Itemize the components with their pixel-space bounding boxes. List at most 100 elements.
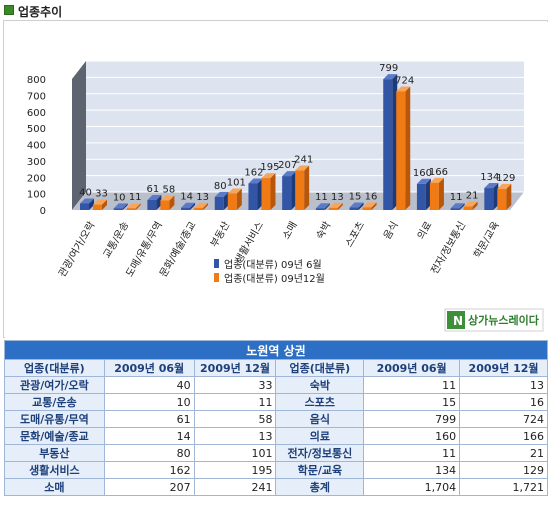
bar [113,203,128,210]
data-label: 80 [214,181,227,192]
bar [282,171,297,210]
data-label: 101 [227,177,246,188]
column-header: 2009년 06월 [103,359,195,377]
logo-mark-icon [447,311,465,329]
table-value-cell: 13 [193,427,277,445]
table-value-cell: 58 [193,410,277,428]
table-value-cell: 21 [459,444,548,462]
bar [194,202,209,210]
legend-swatch [214,273,219,282]
data-label: 134 [480,172,499,183]
table-value-cell: 129 [459,461,548,479]
data-label: 195 [260,162,279,173]
table-row: 도매/유통/무역 61 58 음식 799 724 [4,410,548,428]
table-category-cell: 문화/예술/종교 [4,427,105,445]
table-value-cell: 241 [193,478,277,496]
table-category-cell: 전자/정보통신 [275,444,365,462]
table-value-cell: 799 [363,410,461,428]
legend-label: 업종(대분류) 09년12월 [224,272,325,285]
section-bullet-icon [4,5,14,15]
table-value-cell: 11 [363,376,461,394]
data-table: 노원역 상권 업종(대분류) 2009년 06월 2009년 12월 업종(대분… [4,340,548,496]
data-label: 10 [113,192,126,203]
table-category-cell: 소매 [4,478,105,496]
column-header: 2009년 12월 [459,359,548,377]
column-header: 2009년 12월 [193,359,277,377]
table-header-row: 업종(대분류) 2009년 06월 2009년 12월 업종(대분류) 2009… [4,359,548,377]
y-tick-label: 100 [27,190,46,201]
bar [80,198,94,210]
table-value-cell: 33 [193,376,277,394]
bar [248,178,263,210]
table-row: 부동산 80 101 전자/정보통신 11 21 [4,444,548,462]
table-value-cell: 207 [103,478,195,496]
chart-panel: 0 100 200 300 400 500 600 700 800 40 33 관광/여가/오락 10 1… [3,20,548,338]
bar [295,165,310,210]
table-value-cell: 15 [363,393,461,411]
bar [484,183,499,210]
data-label: 58 [163,185,176,196]
data-label: 11 [315,192,328,203]
data-label: 11 [450,192,463,203]
table-value-cell: 11 [363,444,461,462]
data-label: 33 [95,189,108,200]
data-label: 166 [429,167,448,178]
table-value-cell: 195 [193,461,277,479]
table-value-cell: 162 [103,461,195,479]
column-header: 업종(대분류) [4,359,105,377]
table-category-cell: 생활서비스 [4,461,105,479]
plot-left-wall [72,61,86,210]
bar [126,203,141,210]
table-row: 생활서비스 162 195 학문/교육 134 129 [4,461,548,479]
table-value-cell: 40 [103,376,195,394]
data-label: 162 [244,167,263,178]
bar [383,74,398,210]
bar [463,201,478,210]
table-value-cell: 13 [459,376,548,394]
table-value-cell: 14 [103,427,195,445]
table-value-cell: 80 [103,444,195,462]
legend-swatch [214,259,219,268]
logo-box [444,308,544,332]
bar [261,173,276,210]
bar [396,86,411,210]
table-category-cell: 교통/운송 [4,393,105,411]
column-header: 2009년 06월 [363,359,461,377]
data-label: 11 [129,192,142,203]
data-label: 129 [496,173,515,184]
table-value-cell: 101 [193,444,277,462]
data-label: 160 [413,168,432,179]
data-label: 61 [147,184,160,195]
bar [349,202,364,210]
bar [328,202,343,210]
legend-label: 업종(대분류) 09년 6월 [224,258,322,271]
data-label: 13 [331,192,344,203]
y-tick-label: 800 [27,75,46,86]
table-category-cell: 숙박 [275,376,365,394]
table-category-cell: 부동산 [4,444,105,462]
table-category-cell: 학문/교육 [275,461,365,479]
table-title: 노원역 상권 [4,340,548,360]
logo-mark-glyph: N [453,314,463,328]
table-value-cell: 134 [363,461,461,479]
data-label: 799 [379,63,398,74]
table-row: 교통/운송 10 11 스포츠 15 16 [4,393,548,411]
bar [362,202,377,210]
data-label: 21 [466,191,479,202]
y-tick-label: 0 [40,206,46,217]
table-row: 관광/여가/오락 40 33 숙박 11 13 [4,376,548,394]
data-label: 14 [180,192,193,203]
table-value-cell: 160 [363,427,461,445]
table-category-cell: 총계 [275,478,365,496]
y-tick-label: 200 [27,173,46,184]
table-category-cell: 스포츠 [275,393,365,411]
bar [227,188,242,210]
bar [497,183,512,210]
table-value-cell: 1,721 [459,478,548,496]
data-label: 40 [79,187,92,198]
bar [416,178,431,210]
data-label: 13 [196,192,209,203]
bar [181,202,196,210]
table-value-cell: 61 [103,410,195,428]
